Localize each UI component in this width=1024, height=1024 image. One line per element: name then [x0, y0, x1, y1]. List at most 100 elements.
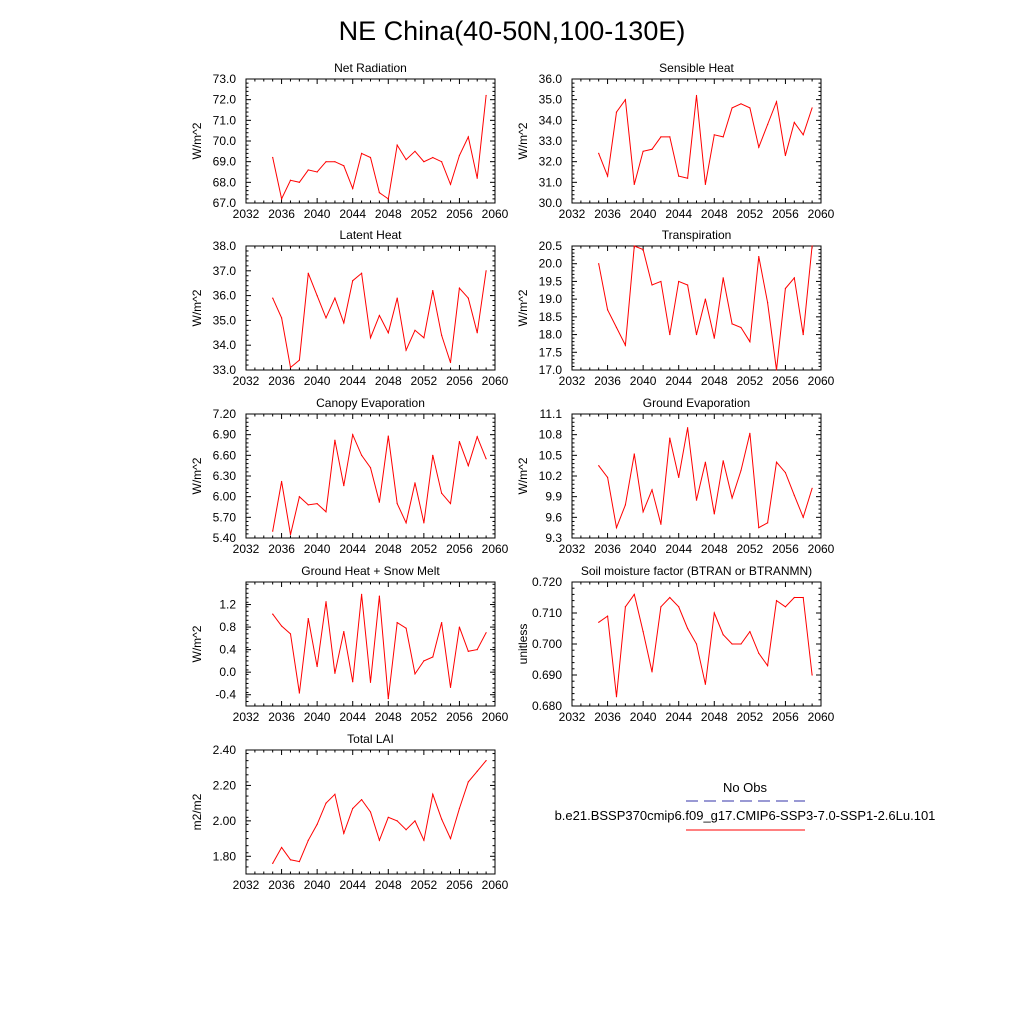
- x-tick-label: 2032: [233, 207, 260, 221]
- data-point: [476, 177, 478, 179]
- data-point: [298, 692, 300, 694]
- x-tick-label: 2048: [701, 374, 728, 388]
- data-point: [441, 492, 443, 494]
- y-tick-label: 1.80: [213, 849, 237, 863]
- y-tick-label: 67.0: [213, 196, 237, 210]
- data-point: [307, 169, 309, 171]
- y-tick-label: 0.700: [532, 637, 562, 651]
- data-point: [432, 156, 434, 159]
- data-point: [325, 511, 327, 513]
- series-line: [272, 594, 487, 699]
- data-point: [307, 839, 309, 841]
- data-point: [414, 820, 416, 822]
- x-tick-label: 2052: [737, 374, 764, 388]
- data-point: [793, 494, 795, 496]
- y-tick-label: 33.0: [213, 363, 237, 377]
- data-point: [678, 606, 680, 608]
- data-point: [316, 823, 318, 826]
- data-point: [687, 177, 689, 179]
- y-axis-label: W/m^2: [516, 289, 530, 326]
- x-tick-label: 2052: [737, 542, 764, 556]
- data-point: [378, 314, 380, 317]
- data-point: [441, 161, 443, 163]
- data-point: [369, 467, 372, 469]
- data-point: [423, 660, 425, 662]
- x-tick-label: 2044: [665, 374, 692, 388]
- panel-title: Soil moisture factor (BTRAN or BTRANMN): [581, 564, 812, 578]
- data-point: [280, 625, 283, 627]
- data-point: [615, 326, 618, 329]
- data-point: [678, 175, 680, 177]
- data-point: [396, 820, 398, 822]
- data-point: [432, 454, 434, 456]
- data-point: [449, 502, 452, 505]
- series-line: [598, 593, 813, 697]
- data-point: [811, 674, 813, 676]
- data-point: [633, 453, 635, 455]
- data-point: [811, 245, 813, 247]
- data-point: [289, 533, 292, 536]
- x-tick-label: 2060: [482, 542, 509, 556]
- y-tick-label: 73.0: [213, 72, 237, 86]
- data-point: [289, 179, 292, 181]
- x-tick-label: 2048: [375, 710, 402, 724]
- y-tick-label: 2.20: [213, 778, 237, 792]
- x-tick-label: 2060: [482, 374, 509, 388]
- data-point: [405, 522, 407, 524]
- data-point: [704, 298, 706, 300]
- data-point: [423, 161, 425, 163]
- data-point: [749, 432, 751, 434]
- plot-frame: [245, 78, 496, 204]
- y-axis-label: W/m^2: [190, 457, 204, 494]
- data-point: [458, 626, 461, 628]
- y-tick-label: 6.60: [213, 448, 237, 462]
- data-point: [307, 618, 309, 620]
- data-point: [405, 349, 407, 351]
- y-tick-label: 20.5: [539, 239, 563, 253]
- data-point: [695, 499, 698, 501]
- data-point: [280, 480, 283, 483]
- data-point: [669, 136, 671, 138]
- data-point: [352, 434, 354, 436]
- data-point: [405, 627, 407, 629]
- data-point: [369, 337, 372, 339]
- data-point: [325, 802, 327, 804]
- x-tick-label: 2052: [411, 542, 438, 556]
- data-point: [687, 427, 689, 429]
- data-point: [758, 527, 760, 529]
- data-point: [731, 107, 733, 109]
- y-tick-label: 17.5: [539, 345, 563, 359]
- data-point: [405, 829, 407, 831]
- x-tick-label: 2056: [772, 542, 799, 556]
- series-line: [272, 432, 487, 535]
- data-point: [369, 811, 372, 813]
- x-tick-label: 2056: [772, 374, 799, 388]
- data-point: [704, 183, 706, 185]
- series-line: [272, 95, 487, 201]
- data-point: [396, 297, 398, 299]
- y-tick-label: 2.00: [213, 814, 237, 828]
- data-point: [441, 818, 443, 820]
- data-point: [369, 156, 372, 159]
- data-point: [280, 198, 283, 200]
- data-point: [606, 476, 609, 478]
- chart-panel: Latent Heat 2032 2036 2040 2044 2048 2052 2056 2…: [190, 228, 509, 388]
- y-tick-label: 1.2: [219, 598, 236, 612]
- x-tick-label: 2052: [411, 710, 438, 724]
- y-tick-label: 5.70: [213, 510, 237, 524]
- x-tick-label: 2040: [630, 542, 657, 556]
- data-point: [316, 295, 318, 297]
- chart-panel: Total LAI 2032 2036 2040 2044 2048 2052 2056 206…: [190, 732, 509, 892]
- data-point: [423, 337, 425, 339]
- data-point: [449, 361, 452, 364]
- data-point: [775, 101, 778, 103]
- data-point: [378, 501, 380, 503]
- panel-title: Total LAI: [347, 732, 394, 746]
- series-line: [272, 270, 487, 369]
- data-point: [343, 485, 345, 487]
- data-point: [678, 280, 680, 283]
- data-point: [361, 272, 363, 274]
- panel-title: Net Radiation: [334, 61, 407, 75]
- x-tick-label: 2056: [446, 542, 473, 556]
- x-tick-label: 2040: [304, 374, 331, 388]
